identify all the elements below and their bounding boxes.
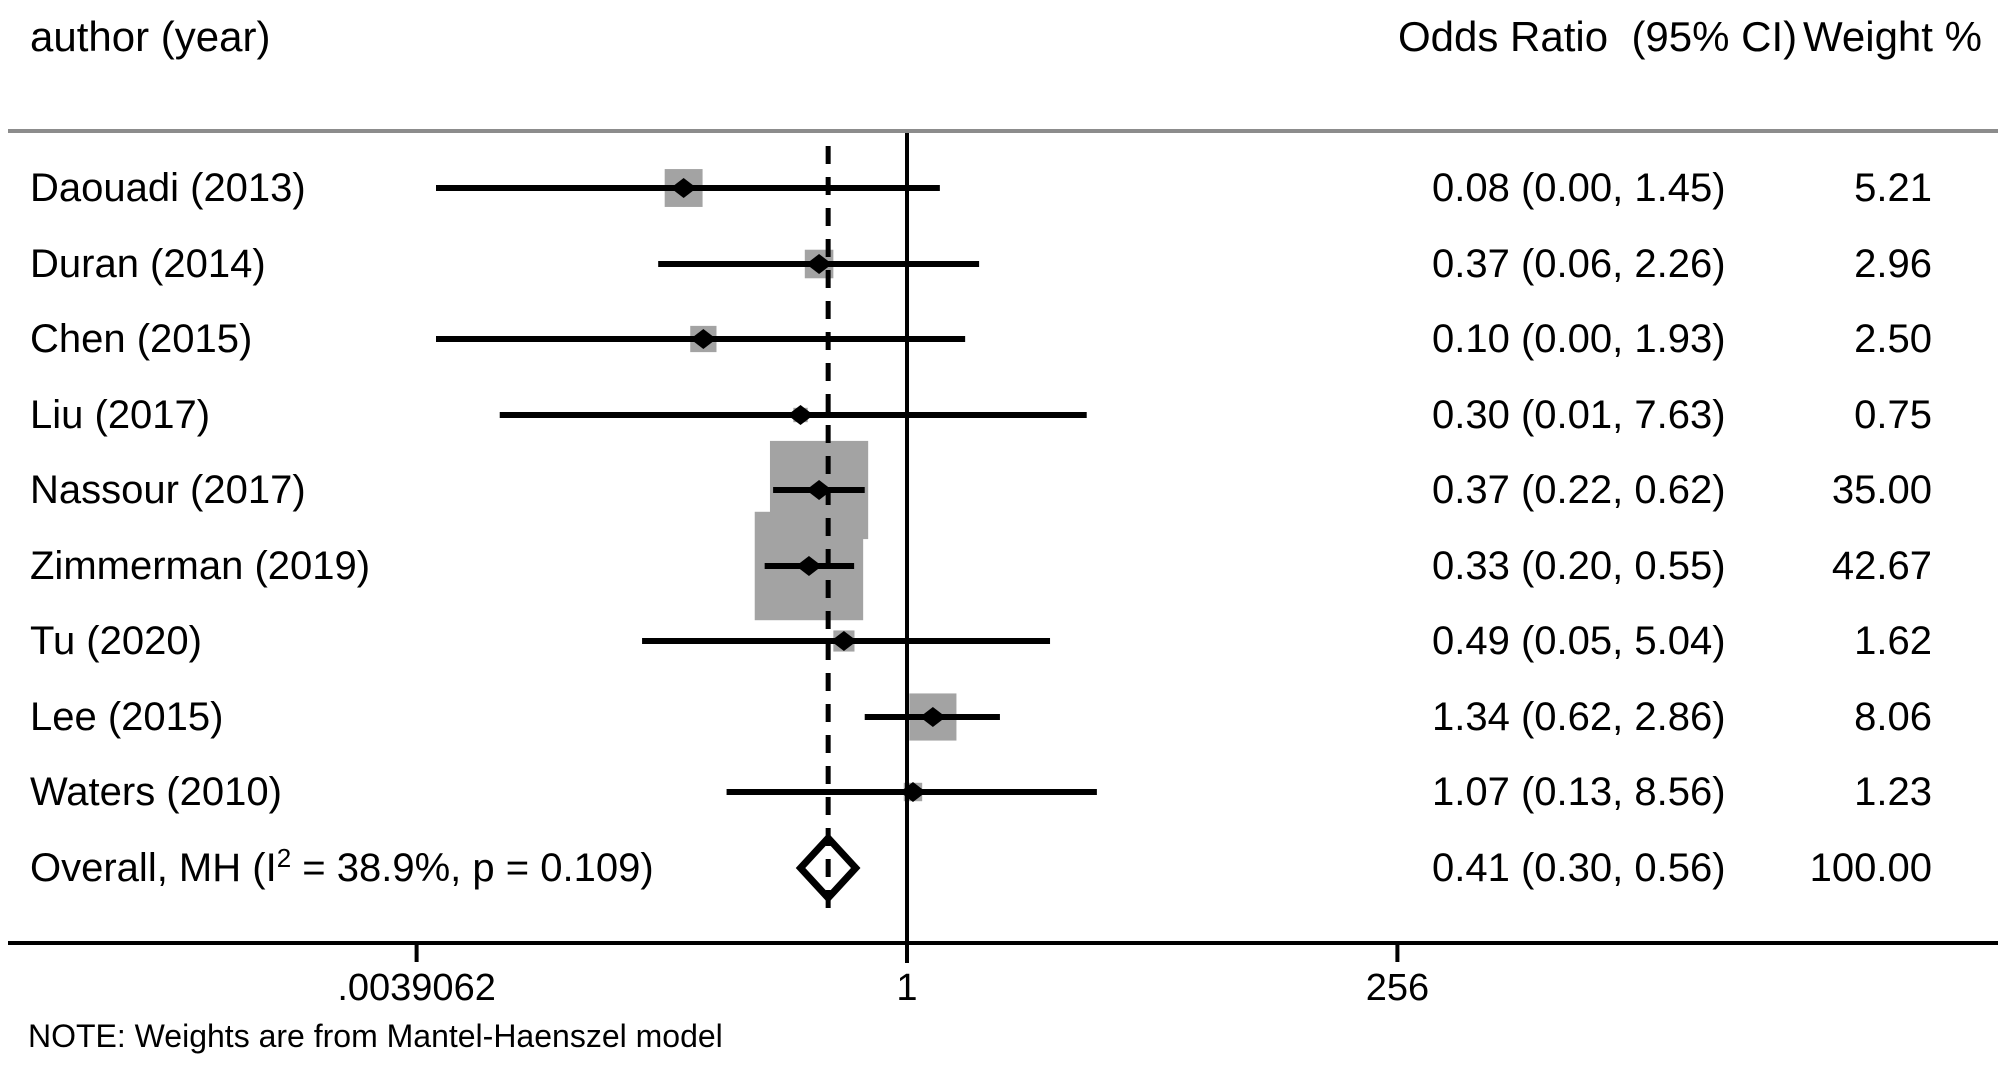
or-marker-diamond	[806, 480, 833, 500]
study-or-ci-value: 1.34 (0.62, 2.86)	[1432, 695, 1726, 739]
study-weight-value: 0.75	[1854, 393, 1932, 437]
overall-label-pre: Overall, MH (I	[30, 846, 277, 890]
study-label: Lee (2015)	[30, 695, 224, 739]
or-marker-diamond	[830, 631, 857, 651]
study-weight-value: 5.21	[1854, 166, 1932, 210]
overall-label-post: = 38.9%, p = 0.109)	[291, 846, 654, 890]
or-marker-diamond	[690, 329, 717, 349]
study-or-ci-value: 0.49 (0.05, 5.04)	[1432, 619, 1726, 663]
or-marker-diamond	[795, 556, 822, 576]
x-tick-label: 1	[896, 967, 918, 1009]
study-label: Chen (2015)	[30, 317, 253, 361]
study-or-ci-value: 0.08 (0.00, 1.45)	[1432, 166, 1726, 210]
overall-diamond	[795, 832, 861, 904]
study-weight-value: 35.00	[1831, 468, 1932, 512]
column-header-author: author (year)	[30, 13, 271, 60]
study-weight-value: 42.67	[1831, 544, 1932, 588]
study-weight-value: 8.06	[1854, 695, 1932, 739]
footnote: NOTE: Weights are from Mantel-Haenszel m…	[28, 1018, 723, 1054]
overall-or-ci-value: 0.41 (0.30, 0.56)	[1432, 846, 1726, 890]
study-weight-value: 1.62	[1854, 619, 1932, 663]
study-weight-value: 2.50	[1854, 317, 1932, 361]
study-label: Waters (2010)	[30, 770, 282, 814]
column-header-odds-ratio: Odds Ratio (95% CI)	[1398, 13, 1798, 60]
study-or-ci-value: 0.30 (0.01, 7.63)	[1432, 393, 1726, 437]
study-or-ci-value: 0.33 (0.20, 0.55)	[1432, 544, 1726, 588]
x-tick-label: 256	[1365, 967, 1430, 1009]
or-marker-diamond	[899, 782, 926, 802]
study-label: Liu (2017)	[30, 393, 211, 437]
study-weight-value: 2.96	[1854, 242, 1932, 286]
study-label: Tu (2020)	[30, 619, 202, 663]
study-label: Nassour (2017)	[30, 468, 306, 512]
study-or-ci-value: 0.10 (0.00, 1.93)	[1432, 317, 1726, 361]
or-marker-diamond	[787, 405, 814, 425]
or-marker-diamond	[806, 254, 833, 274]
column-header-weight: Weight %	[1803, 13, 1982, 60]
study-or-ci-value: 0.37 (0.22, 0.62)	[1432, 468, 1726, 512]
overall-label-superscript: 2	[276, 843, 292, 873]
study-label: Zimmerman (2019)	[30, 544, 371, 588]
study-or-ci-value: 0.37 (0.06, 2.26)	[1432, 242, 1726, 286]
x-tick-label: .0039062	[337, 967, 496, 1009]
overall-weight-value: 100.00	[1809, 846, 1932, 890]
or-marker-diamond	[670, 178, 697, 198]
overall-row-label: Overall, MH (I2 = 38.9%, p = 0.109)	[30, 840, 654, 896]
or-marker-diamond	[919, 707, 946, 727]
study-label: Duran (2014)	[30, 242, 266, 286]
study-label: Daouadi (2013)	[30, 166, 306, 210]
study-weight-value: 1.23	[1854, 770, 1932, 814]
study-or-ci-value: 1.07 (0.13, 8.56)	[1432, 770, 1726, 814]
